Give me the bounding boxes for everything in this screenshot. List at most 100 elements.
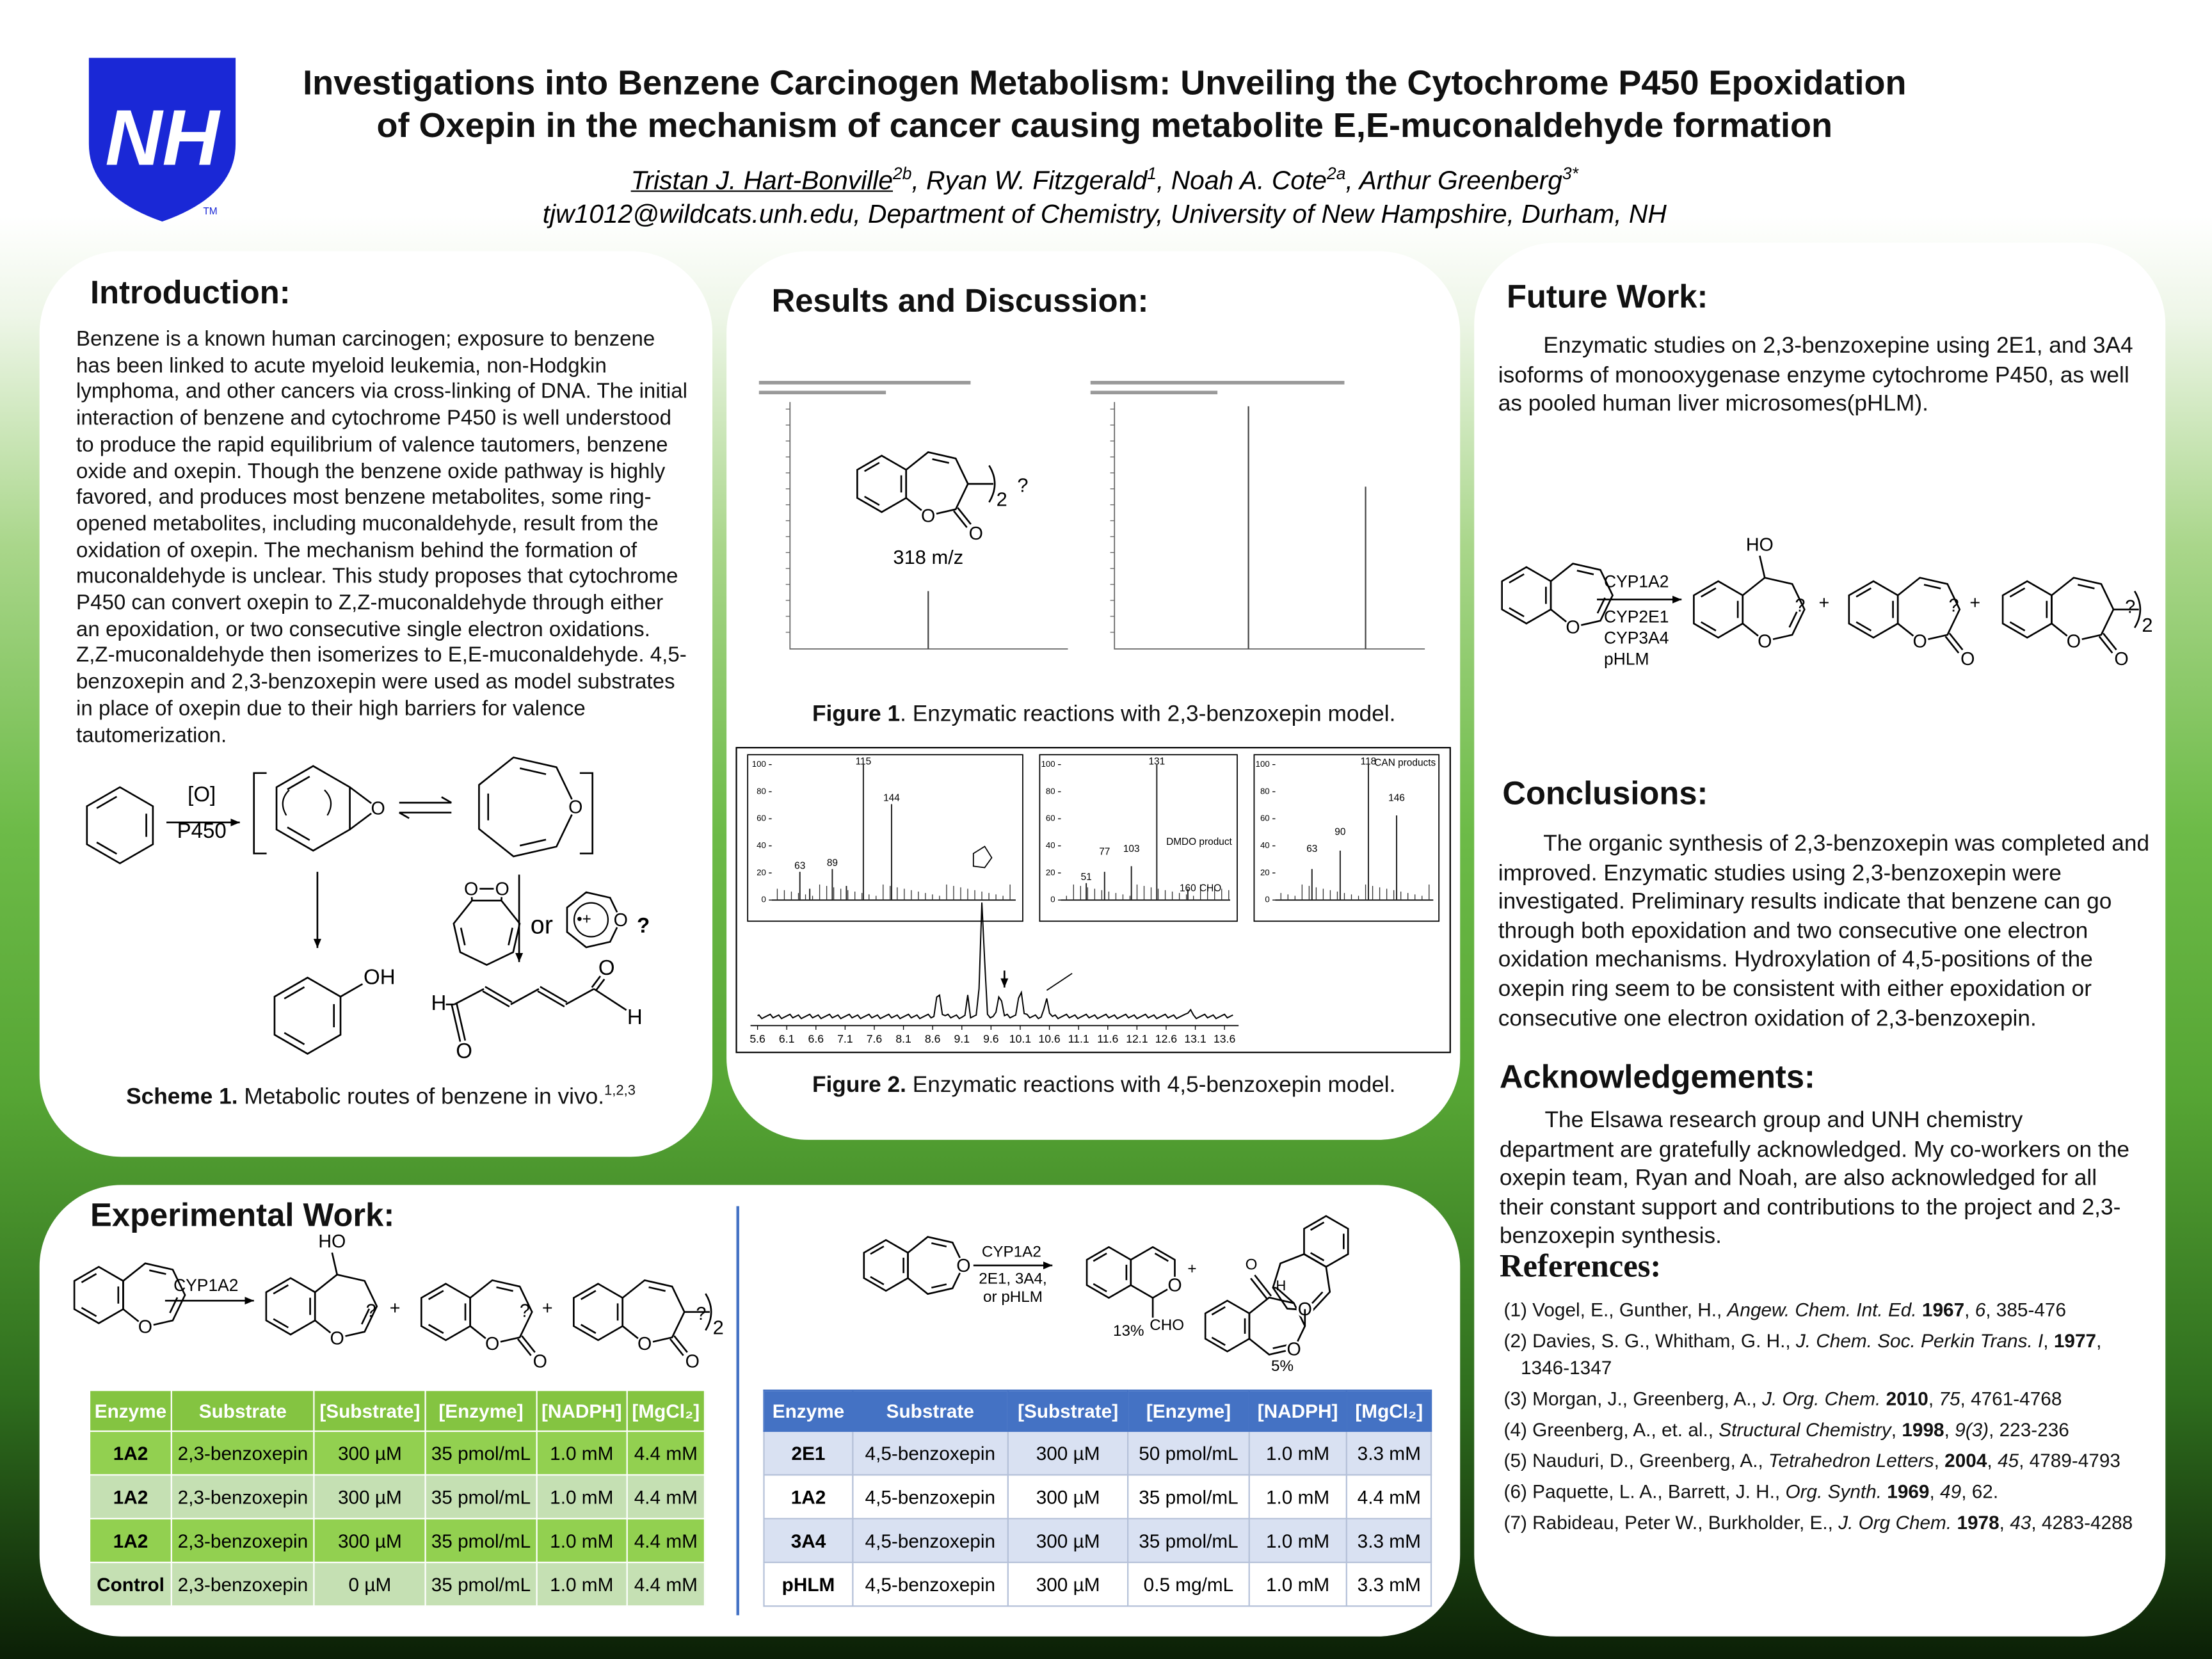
bracket: [253, 772, 594, 854]
figure-caption: Figure 1. Enzymatic reactions with 2,3-b…: [726, 703, 1481, 728]
table-cell: 2,3-benzoxepin: [171, 1474, 315, 1519]
reference-part: (1) Vogel, E., Gunther, H.,: [1503, 1299, 1727, 1321]
chromatogram-structure: [972, 846, 993, 869]
caption-text: Enzymatic reactions with 4,5-benzoxepin …: [906, 1073, 1396, 1098]
y-tick-label: 80: [757, 786, 766, 796]
bond: [460, 927, 466, 946]
y-tick-label: 100: [752, 759, 766, 769]
caption-text: Metabolic routes of benzene in vivo.: [237, 1085, 605, 1110]
bond: [1211, 1336, 1226, 1346]
bond: [399, 812, 410, 819]
bond: [517, 1338, 532, 1356]
reference: (6) Paquette, L. A., Barrett, J. H., Org…: [1504, 1479, 2153, 1505]
bond: [96, 796, 118, 809]
chem-label: 160: [1180, 883, 1196, 894]
table-cell: 1A2: [88, 1474, 173, 1519]
reference-part: 9(3): [1955, 1419, 1989, 1441]
atom-mask: [955, 1256, 972, 1274]
table-cell: 4,5-benzoxepin: [852, 1430, 1009, 1476]
table-cell: 300 µM: [1006, 1430, 1130, 1476]
table-cell: 1.0 mM: [535, 1430, 628, 1476]
spectrum-axis: [1114, 402, 1425, 650]
chem-label: 89: [827, 858, 838, 869]
bond: [1310, 1221, 1325, 1231]
x-tick-label: 12.6: [1155, 1032, 1178, 1045]
reference-part: ,: [1999, 1512, 2010, 1534]
reference-part: J. Chem. Soc. Perkin Trans. I: [1795, 1330, 2044, 1352]
reference-part: (2) Davies, S. G., Whitham, G. H.,: [1503, 1330, 1796, 1352]
chem-label: O: [464, 879, 478, 899]
chem-label: +: [542, 1298, 553, 1318]
table-cell: 4.4 mM: [626, 1474, 706, 1519]
chem-label: [O]: [188, 783, 216, 806]
chem-label: O: [921, 506, 935, 526]
chromatogram: [757, 902, 1233, 1020]
x-tick-label: 7.6: [867, 1032, 883, 1045]
chem-label: ?: [696, 1304, 706, 1324]
bond: [1759, 555, 1766, 578]
atom-mask: [1564, 618, 1582, 636]
poster-title: Investigations into Benzene Carcinogen M…: [226, 63, 1984, 148]
bond: [1509, 607, 1525, 618]
table-cell: 1.0 mM: [535, 1474, 628, 1519]
ring: [420, 1283, 471, 1342]
bond: [537, 990, 565, 1007]
table-row: 3A4 4,5-benzoxepin 300 µM 35 pmol/mL 1.0 mM 3…: [763, 1518, 1432, 1564]
table-cell: 1.0 mM: [535, 1561, 628, 1607]
bond: [1046, 973, 1073, 991]
chem-label: O: [1758, 631, 1772, 652]
bond: [287, 826, 310, 841]
y-tick-label: 0: [761, 895, 765, 904]
arrow-head: [1043, 1262, 1053, 1270]
reference-part: 6: [1975, 1299, 1986, 1321]
bond: [521, 1335, 536, 1353]
x-tick-label: 9.1: [954, 1032, 970, 1045]
bond: [648, 1286, 666, 1292]
chem-label: OH: [364, 965, 396, 989]
ring: [273, 976, 342, 1055]
chem-label: 63: [794, 860, 805, 871]
bracket: [988, 465, 996, 503]
bond: [1254, 1274, 1272, 1297]
x-tick-label: 6.6: [808, 1032, 824, 1045]
chem-label: CYP1A2: [982, 1244, 1041, 1261]
bond: [273, 1318, 289, 1329]
x-tick-label: 12.1: [1126, 1032, 1148, 1045]
chem-label: ?: [1949, 595, 1959, 616]
bond: [591, 975, 602, 988]
bond: [169, 1297, 179, 1313]
chem-label: +: [1819, 593, 1830, 613]
reference-part: 1977: [2053, 1330, 2097, 1352]
reference-part: ,: [1987, 1450, 1998, 1471]
bond: [1855, 587, 1872, 598]
chem-label: O: [330, 1328, 344, 1349]
reference-part: Tetrahedron Letters: [1768, 1450, 1934, 1471]
section-heading: References:: [1499, 1248, 1662, 1284]
chem-label: H: [431, 991, 447, 1015]
table-header-cell: Enzyme: [88, 1390, 173, 1432]
atom-mask: [136, 1318, 154, 1336]
table-row: pHLM 4,5-benzoxepin 300 µM 0.5 mg/mL 1.0 mM 3…: [763, 1561, 1432, 1607]
chem-label: O: [371, 799, 385, 819]
reference-part: 2010: [1886, 1388, 1928, 1409]
table-cell: 4.4 mM: [1346, 1474, 1432, 1519]
x-tick-label: 13.6: [1214, 1032, 1236, 1045]
y-tick-label: 0: [1050, 895, 1055, 904]
reference-part: J. Org. Chem.: [1762, 1388, 1881, 1409]
ring: [469, 1279, 533, 1345]
table-cell: 2E1: [763, 1430, 854, 1476]
ring: [1248, 1296, 1306, 1356]
reference-part: ,: [1934, 1450, 1945, 1471]
bond: [454, 988, 485, 1006]
ring: [2001, 580, 2053, 639]
table-cell: 35 pmol/mL: [425, 1518, 538, 1564]
chem-label: 2: [713, 1316, 724, 1338]
chem-label: or: [531, 911, 553, 940]
table-row: 1A2 2,3-benzoxepin 300 µM 35 pmol/mL 1.0 mM 4…: [88, 1474, 706, 1519]
ring: [566, 891, 622, 949]
y-tick-label: 80: [1260, 786, 1270, 796]
atom-mask: [493, 880, 511, 897]
y-tick-label: 40: [1260, 840, 1270, 850]
caption-label: Scheme 1.: [126, 1085, 238, 1110]
